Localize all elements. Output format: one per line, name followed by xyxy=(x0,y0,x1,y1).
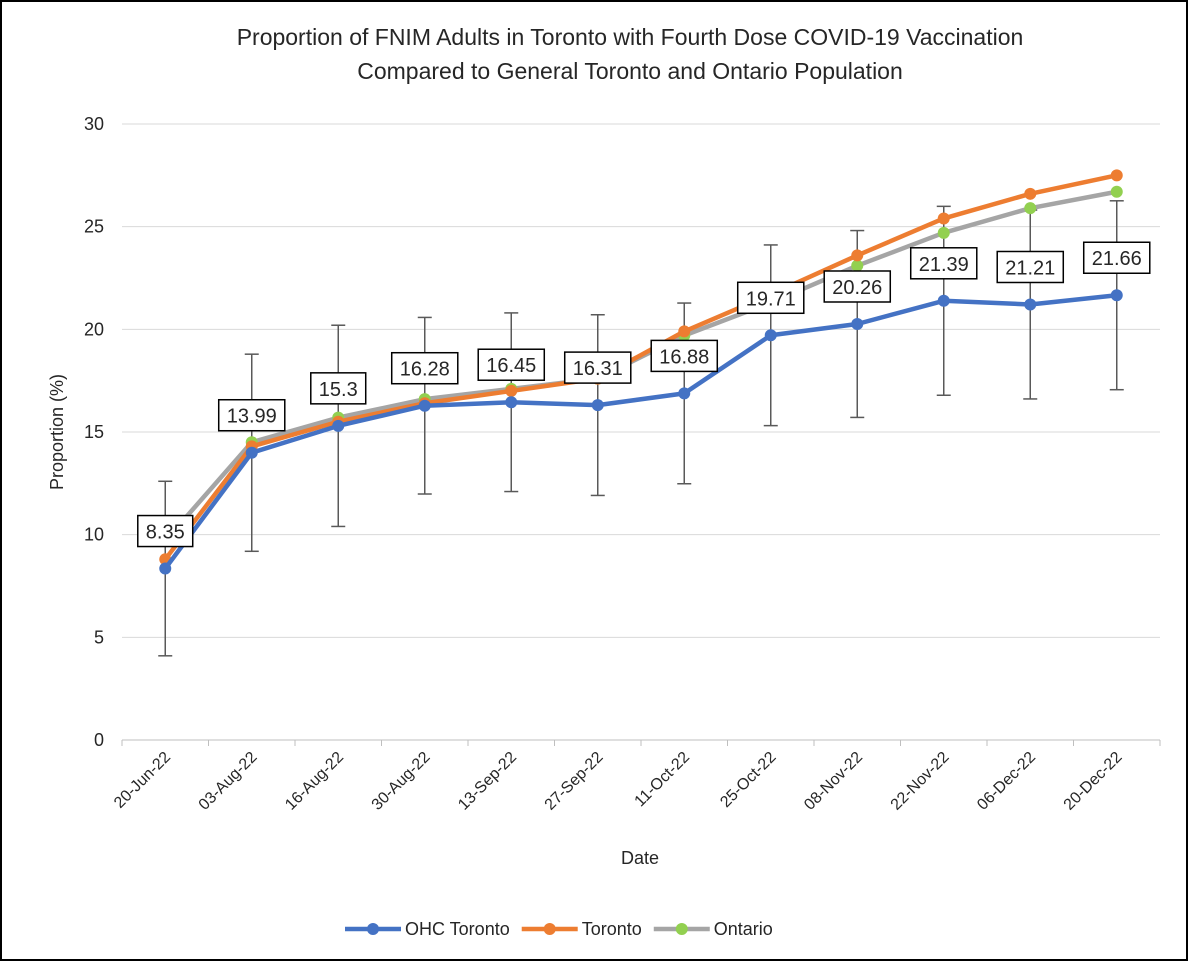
data-label-box xyxy=(217,398,286,432)
point xyxy=(1024,298,1037,311)
data-label: 15.3 xyxy=(319,379,358,401)
legend-label: Ontario xyxy=(714,919,773,939)
data-label-box xyxy=(390,351,459,385)
point xyxy=(245,446,258,459)
point xyxy=(1024,202,1037,215)
chart-title: Proportion of FNIM Adults in Toronto wit… xyxy=(237,24,1024,50)
data-label-box xyxy=(650,339,719,373)
legend-label: OHC Toronto xyxy=(405,919,510,939)
legend-label: Toronto xyxy=(582,919,642,939)
data-label-box xyxy=(996,250,1065,284)
point xyxy=(332,419,345,432)
point xyxy=(505,396,518,409)
point xyxy=(591,399,604,412)
legend-marker xyxy=(543,923,556,935)
data-label: 19.71 xyxy=(746,288,796,310)
point xyxy=(851,249,864,262)
data-label: 21.21 xyxy=(1005,257,1055,279)
point xyxy=(418,399,431,412)
point xyxy=(851,259,864,272)
point xyxy=(678,387,691,400)
y-tick-label: 0 xyxy=(94,730,104,750)
point xyxy=(937,294,950,307)
chart-subtitle: Compared to General Toronto and Ontario … xyxy=(357,58,903,84)
y-tick-label: 5 xyxy=(94,627,104,647)
point xyxy=(937,212,950,225)
point xyxy=(159,562,172,575)
point xyxy=(1110,169,1123,182)
data-label: 16.31 xyxy=(573,358,623,380)
data-label-box xyxy=(477,348,546,381)
data-label: 20.26 xyxy=(832,277,882,299)
point xyxy=(678,325,691,338)
data-label: 16.45 xyxy=(486,355,536,377)
data-label: 8.35 xyxy=(146,522,185,544)
data-label: 16.88 xyxy=(659,346,709,368)
y-tick-label: 30 xyxy=(84,114,104,134)
data-label-box xyxy=(310,372,367,405)
point xyxy=(1024,187,1037,200)
y-tick-label: 25 xyxy=(84,217,104,237)
y-tick-label: 10 xyxy=(84,525,104,545)
data-label-box xyxy=(1082,241,1151,274)
point xyxy=(1110,185,1123,198)
y-tick-label: 20 xyxy=(84,319,104,339)
point xyxy=(937,226,950,239)
data-label: 21.66 xyxy=(1092,248,1142,270)
point xyxy=(764,329,777,342)
legend-marker xyxy=(367,923,379,935)
data-label-box xyxy=(563,351,632,384)
data-label: 16.28 xyxy=(400,359,450,381)
data-label: 13.99 xyxy=(227,406,277,428)
y-axis-title: Proportion (%) xyxy=(47,374,67,490)
point xyxy=(505,384,518,397)
y-tick-label: 15 xyxy=(84,422,104,442)
series-line xyxy=(163,293,1117,570)
series-line xyxy=(163,173,1118,561)
point xyxy=(851,317,864,330)
data-label: 21.39 xyxy=(919,254,969,276)
point xyxy=(1110,289,1123,302)
x-axis-title: Date xyxy=(621,848,659,868)
data-label-box xyxy=(823,270,892,303)
data-label-box xyxy=(736,281,805,315)
data-label-box xyxy=(909,247,978,280)
data-label-box xyxy=(137,514,194,548)
legend-marker xyxy=(675,923,688,935)
